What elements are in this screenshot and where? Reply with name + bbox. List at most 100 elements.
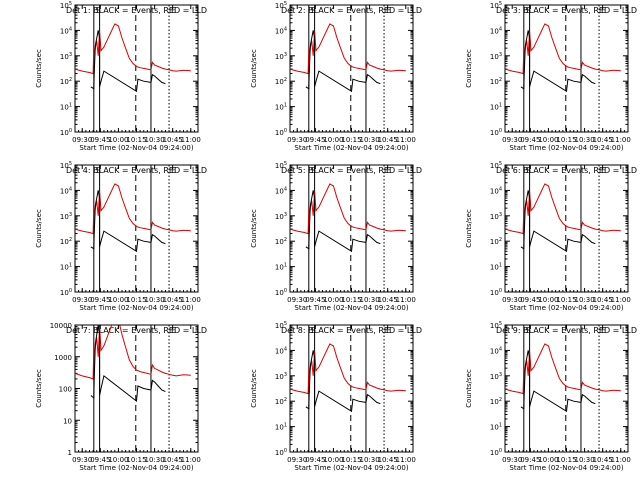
y-tick-label: 101 — [275, 263, 287, 272]
x-tick-label: 10:30 — [574, 136, 594, 144]
x-tick-label: 10:45 — [163, 136, 183, 144]
x-tick-label: 10:00 — [108, 456, 128, 464]
x-axis-label: Start Time (02-Nov-04 09:24:00) — [79, 144, 193, 152]
y-tick-label: 101 — [275, 423, 287, 432]
y-tick-label: 10 — [63, 417, 72, 425]
y-axis-label: Counts/sec — [465, 49, 473, 88]
x-tick-label: 09:45 — [90, 136, 110, 144]
series-group — [75, 183, 191, 253]
marker-label: S — [526, 6, 531, 15]
x-axis-label: Start Time (02-Nov-04 09:24:00) — [294, 304, 408, 312]
series-line-events — [90, 325, 166, 403]
series-line-events — [305, 190, 381, 253]
y-tick-label: 101 — [490, 103, 502, 112]
x-tick-label: 11:00 — [396, 296, 416, 304]
x-tick-label: 10:45 — [163, 296, 183, 304]
y-tick-label: 100 — [275, 128, 287, 137]
x-tick-label: 10:15 — [556, 296, 576, 304]
y-axis-label: Counts/sec — [465, 369, 473, 408]
series-line-events — [520, 30, 596, 93]
marker-label: E — [171, 6, 176, 15]
marker-label: S — [526, 326, 531, 335]
chart-title: Det 7: BLACK = Events, RED = LLD — [66, 326, 207, 335]
series-line-events — [90, 30, 166, 93]
y-tick-label: 102 — [275, 237, 287, 246]
series-group — [290, 23, 406, 93]
y-tick-label: 105 — [60, 161, 72, 170]
panel-det-4: Det 4: BLACK = Events, RED = LLD 09:3009:… — [35, 161, 207, 312]
x-tick-label: 10:00 — [323, 456, 343, 464]
y-tick-label: 104 — [60, 186, 72, 195]
marker-label: S — [311, 326, 316, 335]
x-tick-label: 11:00 — [396, 456, 416, 464]
y-tick-label: 103 — [275, 372, 287, 381]
x-tick-label: 10:30 — [144, 296, 164, 304]
y-tick-label: 1000 — [54, 354, 72, 362]
x-tick-label: 10:15 — [556, 456, 576, 464]
series-line-lld — [290, 343, 406, 395]
chart-title: Det 1: BLACK = Events, RED = LLD — [66, 6, 207, 15]
x-tick-label: 10:15 — [126, 456, 146, 464]
x-tick-label: 10:45 — [593, 456, 613, 464]
x-tick-label: 11:00 — [181, 456, 201, 464]
y-tick-label: 104 — [490, 346, 502, 355]
y-tick-label: 100 — [490, 128, 502, 137]
y-tick-label: 102 — [60, 237, 72, 246]
y-tick-label: 100 — [59, 386, 72, 394]
y-tick-label: 104 — [275, 26, 287, 35]
x-tick-label: 10:15 — [341, 456, 361, 464]
y-tick-label: 103 — [275, 52, 287, 61]
series-line-events — [520, 350, 596, 413]
marker-label: E — [386, 166, 391, 175]
panel-det-3: Det 3: BLACK = Events, RED = LLD 09:3009:… — [465, 1, 637, 152]
marker-label: E — [601, 326, 606, 335]
x-tick-label: 10:15 — [341, 296, 361, 304]
x-tick-label: 10:45 — [593, 296, 613, 304]
series-line-lld — [290, 183, 406, 235]
series-group — [75, 23, 191, 93]
y-tick-label: 101 — [490, 423, 502, 432]
y-tick-label: 103 — [275, 212, 287, 221]
y-tick-label: 105 — [490, 161, 502, 170]
marker-label: S — [311, 166, 316, 175]
series-group — [290, 183, 406, 253]
x-tick-label: 09:30 — [72, 136, 92, 144]
series-group — [290, 343, 406, 413]
panel-det-6: Det 6: BLACK = Events, RED = LLD 09:3009:… — [465, 161, 637, 312]
x-tick-label: 09:45 — [90, 296, 110, 304]
x-tick-label: 09:45 — [520, 296, 540, 304]
series-line-lld — [505, 23, 621, 75]
y-axis-label: Counts/sec — [250, 209, 258, 248]
y-tick-label: 105 — [275, 321, 287, 330]
series-group — [505, 183, 621, 253]
x-tick-label: 10:00 — [538, 136, 558, 144]
panel-det-7: Det 7: BLACK = Events, RED = LLD 09:3009:… — [35, 322, 207, 472]
x-tick-label: 09:45 — [520, 456, 540, 464]
x-tick-label: 09:45 — [90, 456, 110, 464]
marker-label: S — [96, 6, 101, 15]
series-line-events — [90, 190, 166, 253]
x-tick-label: 10:00 — [108, 296, 128, 304]
panel-det-5: Det 5: BLACK = Events, RED = LLD 09:3009:… — [250, 161, 422, 312]
x-tick-label: 10:00 — [538, 456, 558, 464]
marker-label: E — [386, 326, 391, 335]
y-tick-label: 100 — [490, 448, 502, 457]
y-tick-label: 100 — [275, 288, 287, 297]
series-line-lld — [75, 23, 191, 75]
x-tick-label: 11:00 — [181, 296, 201, 304]
x-tick-label: 10:30 — [144, 456, 164, 464]
y-tick-label: 101 — [60, 263, 72, 272]
x-tick-label: 10:45 — [378, 136, 398, 144]
series-group — [505, 343, 621, 413]
x-axis-label: Start Time (02-Nov-04 09:24:00) — [294, 464, 408, 472]
y-tick-label: 104 — [60, 26, 72, 35]
x-tick-label: 09:45 — [520, 136, 540, 144]
y-axis-label: Counts/sec — [35, 49, 43, 88]
y-axis-label: Counts/sec — [250, 49, 258, 88]
x-axis-label: Start Time (02-Nov-04 09:24:00) — [509, 304, 623, 312]
x-tick-label: 10:30 — [359, 296, 379, 304]
y-tick-label: 103 — [490, 52, 502, 61]
x-tick-label: 10:00 — [323, 136, 343, 144]
y-tick-label: 104 — [490, 186, 502, 195]
y-tick-label: 1 — [68, 449, 72, 457]
